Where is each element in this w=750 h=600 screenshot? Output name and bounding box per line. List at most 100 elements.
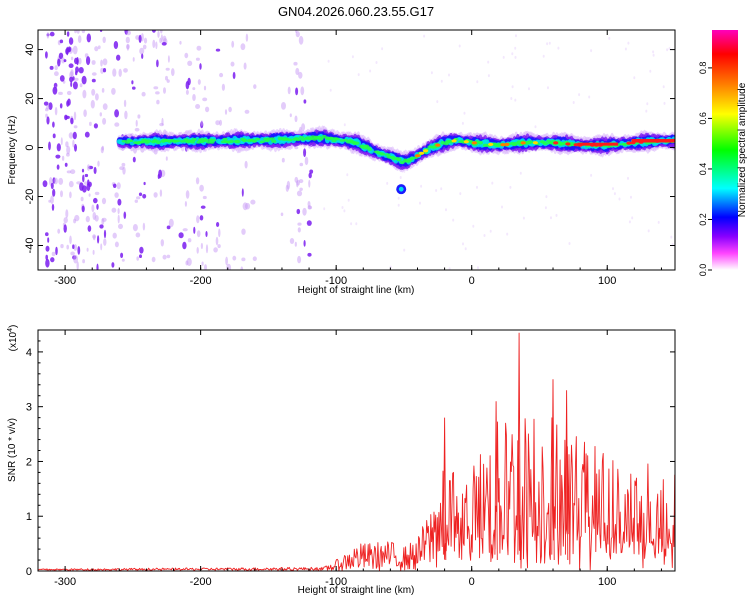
noise-speckle (647, 229, 650, 233)
noise-speckle (308, 172, 312, 179)
noise-speckle (289, 113, 292, 118)
noise-speckle (102, 103, 108, 110)
noise-speckle (294, 241, 297, 247)
noise-speckle (47, 237, 50, 243)
ridge-cell (334, 137, 340, 141)
ridge-cell (318, 137, 324, 141)
ridge-cell (228, 139, 235, 143)
noise-speckle (50, 195, 54, 204)
noise-speckle (94, 46, 99, 52)
noise-speckle (232, 255, 237, 261)
ridge-peak-cell (573, 143, 579, 147)
noise-speckle (185, 89, 189, 95)
noise-speckle (192, 87, 196, 91)
noise-speckle (103, 238, 107, 246)
colorbar-tick-label: 0.4 (698, 163, 708, 176)
y-tick-label: 20 (24, 92, 36, 104)
noise-speckle (155, 91, 160, 95)
noise-speckle (73, 111, 77, 121)
ridge-peak-cell (423, 149, 429, 153)
noise-speckle (302, 207, 307, 216)
noise-speckle (304, 156, 309, 166)
noise-speckle (49, 65, 54, 70)
noise-speckle (618, 197, 621, 201)
ridge-peak-cell (500, 143, 506, 147)
noise-speckle (545, 195, 548, 199)
noise-speckle (45, 245, 50, 252)
noise-speckle (185, 190, 190, 199)
noise-speckle (138, 34, 142, 44)
noise-speckle (153, 192, 158, 198)
noise-speckle (196, 215, 200, 224)
noise-speckle (92, 249, 95, 255)
colorbar-label: Normalized spectral amplitude (737, 82, 748, 217)
noise-speckle (205, 231, 208, 237)
x-tick-label: -100 (325, 576, 347, 588)
ridge-cell (477, 140, 483, 145)
noise-speckle (117, 214, 120, 224)
noise-speckle (138, 192, 143, 197)
ridge-peak-cell (414, 154, 421, 158)
noise-speckle (555, 213, 558, 217)
colorbar-ticks: 0.0 0.2 0.4 0.6 0.8 (698, 62, 712, 276)
snr-peak (442, 417, 447, 561)
noise-speckle (185, 260, 189, 266)
noise-speckle (70, 169, 76, 175)
figure-title: GN04.2026.060.23.55.G17 (278, 4, 434, 19)
noise-speckle (76, 30, 80, 34)
noise-speckle (101, 88, 105, 93)
noise-speckle (93, 197, 98, 204)
noise-speckle (111, 207, 117, 213)
ridge-cell (175, 139, 181, 143)
noise-speckle (91, 78, 96, 83)
noise-speckle (134, 127, 140, 132)
noise-speckle (69, 191, 72, 199)
noise-speckle (397, 196, 400, 200)
noise-speckle (253, 84, 257, 89)
noise-speckle (187, 60, 193, 66)
noise-speckle (343, 209, 346, 213)
noise-speckle (49, 31, 55, 37)
noise-speckle (509, 185, 512, 189)
noise-speckle (88, 193, 91, 197)
noise-speckle (70, 117, 74, 125)
y-tick-label: 4 (26, 347, 32, 359)
colorbar-gradient (712, 30, 738, 270)
x-tick-label: -300 (54, 576, 76, 588)
noise-speckle (308, 179, 311, 188)
noise-speckle (53, 177, 58, 185)
noise-speckle (143, 37, 148, 44)
x-tick-label: -200 (190, 275, 212, 287)
noise-speckle (343, 123, 346, 127)
snr-peak (551, 379, 555, 561)
ridge-cell (528, 140, 534, 144)
noise-speckle (244, 160, 248, 169)
noise-speckle (61, 155, 65, 161)
noise-speckle (74, 30, 77, 34)
noise-speckle (72, 81, 78, 90)
noise-speckle (79, 83, 83, 88)
ridge-peak-cell (488, 142, 494, 146)
noise-speckle (419, 201, 421, 205)
noise-speckle (514, 55, 517, 59)
noise-speckle (76, 261, 79, 270)
noise-speckle (142, 194, 147, 199)
noise-speckle (195, 57, 200, 61)
snr-exponent-close: ) (8, 325, 19, 328)
noise-speckle (86, 56, 91, 66)
noise-speckle (299, 187, 303, 191)
noise-speckle (97, 160, 100, 167)
noise-speckle (56, 164, 60, 170)
noise-speckle (289, 238, 295, 244)
y-tick-label: -20 (24, 189, 36, 205)
noise-speckle (193, 226, 196, 234)
noise-speckle (114, 122, 120, 127)
noise-speckle (102, 36, 106, 43)
noise-speckle (74, 214, 80, 222)
noise-speckle (160, 30, 163, 34)
noise-speckle (120, 252, 124, 258)
ridge-peak-cell (626, 141, 632, 145)
noise-speckle (113, 183, 117, 188)
noise-speckle (663, 101, 666, 105)
noise-speckle (476, 80, 479, 84)
